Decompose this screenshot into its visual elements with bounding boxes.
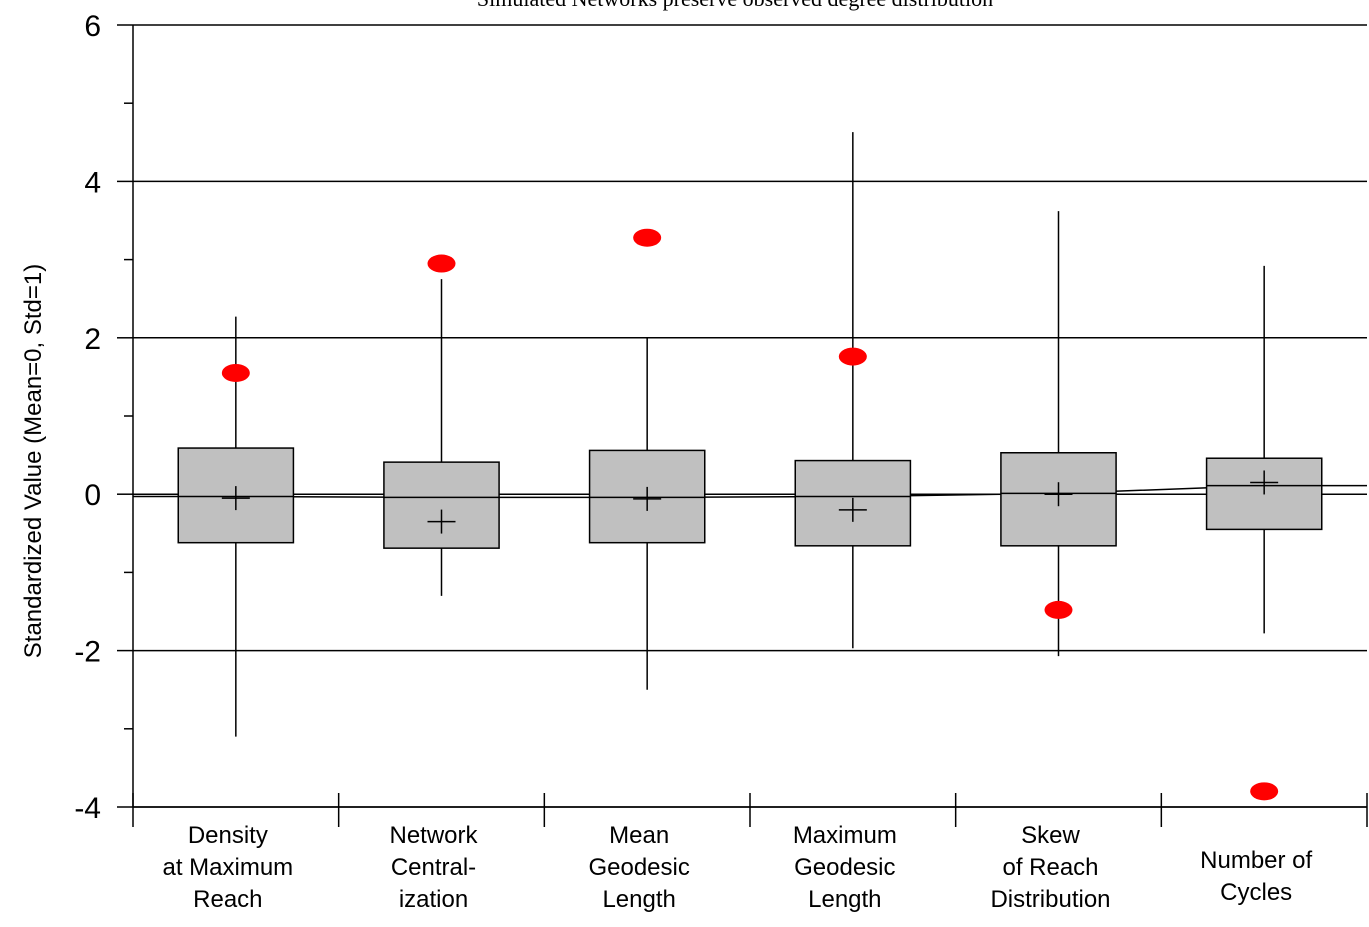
x-category-label-4: Skew of Reach Distribution [990, 822, 1110, 913]
x-category-line: Central- [391, 854, 476, 881]
box-4 [1000, 211, 1117, 657]
x-category-label-2: Mean Geodesic Length [588, 822, 689, 913]
y-axis-ticks: 6 4 2 0 -2 -4 [74, 10, 133, 825]
x-category-line: Number of [1200, 847, 1312, 874]
y-tick-label-0: 0 [84, 479, 101, 512]
x-category-line: ization [399, 886, 468, 913]
x-category-line: Reach [193, 886, 262, 913]
y-tick-label--2: -2 [74, 636, 101, 669]
x-category-line: Network [389, 822, 478, 849]
chart-title: Simulated Networks preserve observed deg… [477, 0, 993, 11]
boxes [177, 132, 1323, 801]
x-axis-labels: Density at Maximum Reach Network Central-iza… [162, 822, 1312, 913]
box-2 [588, 228, 706, 690]
x-category-line: Mean [609, 822, 669, 849]
y-tick-label-6: 6 [84, 10, 101, 43]
y-tick-label--4: -4 [74, 792, 101, 825]
observed-point-4 [1044, 600, 1073, 619]
observed-point-1 [427, 254, 456, 273]
x-category-line: at Maximum [162, 854, 293, 881]
y-tick-label-4: 4 [84, 166, 101, 199]
x-category-line: Geodesic [794, 854, 895, 881]
grid-lines [133, 24, 1367, 808]
mean-trend-line [133, 484, 1367, 499]
x-category-label-5: Number of Cycles [1200, 847, 1312, 906]
axes [132, 25, 1368, 827]
box-3 [794, 132, 912, 649]
box-rect-1 [383, 461, 500, 549]
x-category-line: Length [808, 886, 881, 913]
x-category-line: Distribution [990, 886, 1110, 913]
x-category-line: Maximum [793, 822, 897, 849]
x-category-line: Skew [1021, 822, 1080, 849]
observed-point-2 [633, 228, 662, 247]
box-5 [1205, 265, 1323, 801]
y-axis-label: Standardized Value (Mean=0, Std=1) [20, 264, 47, 658]
median-trend [133, 484, 1367, 499]
x-category-line: Geodesic [588, 854, 689, 881]
x-category-line: Cycles [1220, 879, 1292, 906]
x-category-label-0: Density at Maximum Reach [162, 822, 293, 913]
x-category-line: Length [602, 886, 675, 913]
box-0 [177, 316, 295, 737]
x-category-label-1: Network Central-ization [389, 822, 478, 913]
x-category-line: Density [188, 822, 268, 849]
x-category-label-3: Maximum Geodesic Length [793, 822, 897, 913]
observed-point-3 [838, 347, 867, 366]
y-tick-label-2: 2 [84, 323, 101, 356]
box-1 [383, 254, 500, 596]
observed-point-5 [1250, 782, 1279, 801]
observed-point-0 [221, 363, 250, 382]
box-rect-5 [1205, 457, 1323, 531]
x-category-line: of Reach [1002, 854, 1098, 881]
